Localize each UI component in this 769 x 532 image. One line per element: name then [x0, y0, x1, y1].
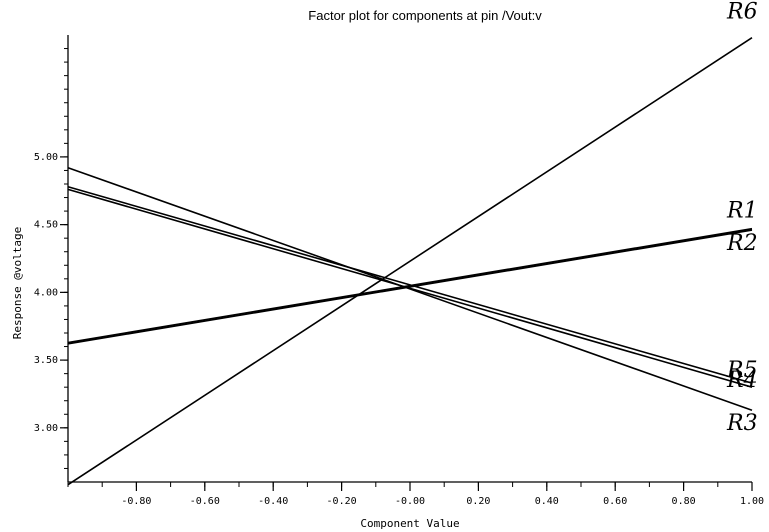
- series-lines: [67, 37, 753, 486]
- series-line-r5: [67, 185, 753, 384]
- series-label-r1: R1: [726, 199, 758, 224]
- x-tick-label: -0.00: [395, 496, 425, 507]
- x-tick-label: -0.80: [121, 496, 151, 507]
- x-tick-label: -0.40: [258, 496, 288, 507]
- x-tick-label: 1.00: [740, 496, 764, 507]
- series-line-r6: [67, 37, 753, 486]
- chart-title: Factor plot for components at pin /Vout:…: [308, 8, 542, 23]
- series-label-r5: R5: [726, 358, 758, 383]
- series-label-r4: R4: [726, 368, 758, 393]
- x-tick-label: 0.20: [466, 496, 490, 507]
- y-tick-label: 4.50: [34, 220, 58, 231]
- y-axis-label: Response @voltage: [11, 227, 24, 340]
- series-label-r2: R2: [726, 231, 758, 256]
- series-line-r3: [67, 166, 753, 411]
- y-tick-label: 3.00: [34, 423, 58, 434]
- y-tick-label: 4.00: [34, 287, 58, 298]
- x-axis-label: Component Value: [360, 517, 459, 530]
- x-tick-label: -0.60: [190, 496, 220, 507]
- series-label-r3: R3: [726, 411, 758, 436]
- axes: -0.80 -0.60 -0.40 -0.20 -0.00 0.20 0.40 0.60 0.8…: [34, 35, 764, 507]
- y-tick-label: 5.00: [34, 152, 58, 163]
- series-line-r2: [67, 229, 753, 345]
- series-label-r6: R6: [726, 0, 758, 25]
- y-tick-label: 3.50: [34, 355, 58, 366]
- x-tick-label: -0.20: [327, 496, 357, 507]
- x-tick-label: 0.40: [535, 496, 559, 507]
- x-tick-label: 0.60: [603, 496, 627, 507]
- x-tick-label: 0.80: [672, 496, 696, 507]
